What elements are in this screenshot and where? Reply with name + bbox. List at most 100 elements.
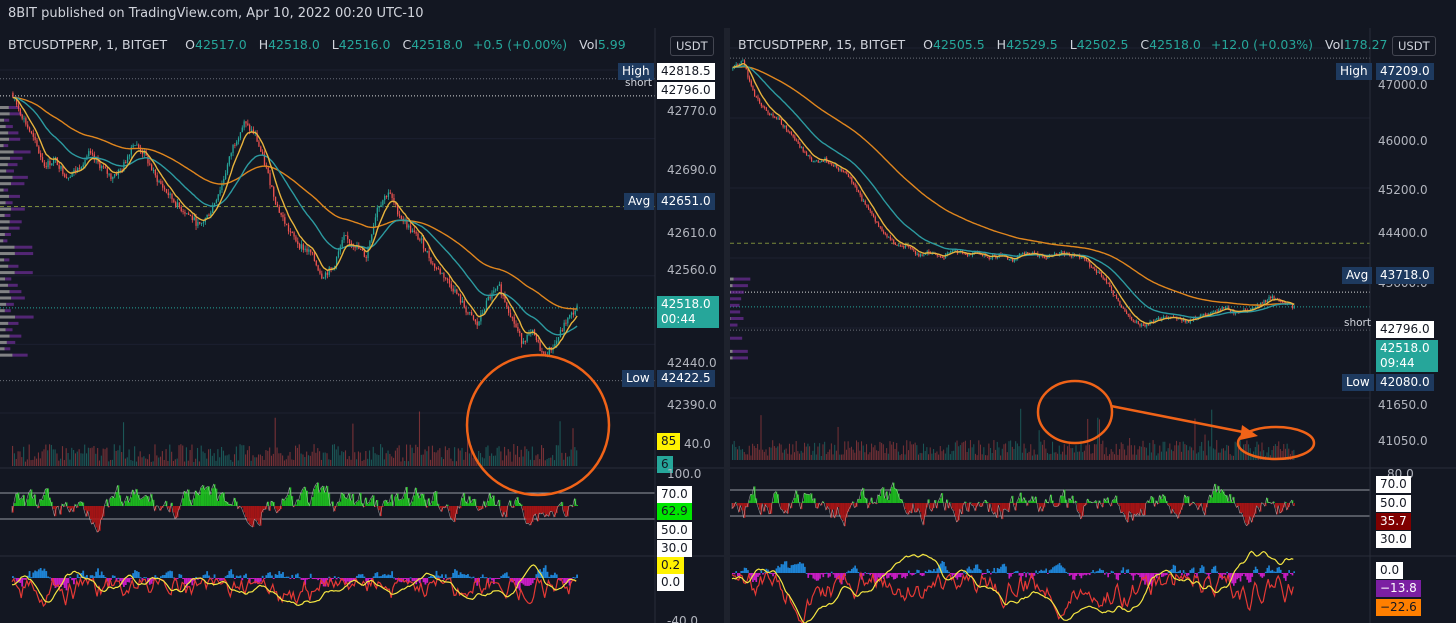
macd-histogram-bar: [783, 561, 786, 573]
macd-histogram-bar: [287, 576, 290, 578]
rsi-fill: [832, 503, 835, 510]
candle-body: [520, 333, 523, 344]
rsi-fill: [280, 506, 283, 510]
candle-body: [348, 239, 351, 244]
volume-bar: [998, 447, 1000, 460]
candle-body: [539, 341, 541, 352]
candle-body: [469, 312, 471, 314]
rsi-fill: [433, 492, 436, 506]
rsi-fill: [163, 505, 166, 506]
rsi-fill: [67, 506, 70, 509]
macd-histogram-bar: [526, 578, 529, 586]
candle-body: [89, 151, 92, 153]
rsi-fill: [41, 500, 44, 506]
macd-histogram-bar: [470, 577, 473, 579]
candle-body: [337, 251, 340, 257]
rsi-fill: [1139, 503, 1141, 516]
volume-profile-bar: [0, 213, 5, 217]
volume-profile-bar: [4, 258, 10, 262]
rsi-value-tag: 62.9: [657, 503, 692, 520]
volume-bar: [1135, 454, 1137, 460]
volume-bar: [1075, 445, 1077, 460]
currency-button[interactable]: USDT: [670, 36, 714, 56]
volume-bar: [206, 458, 208, 466]
rsi-fill: [909, 503, 912, 511]
volume-profile-bar: [0, 321, 9, 325]
macd-histogram-bar: [877, 573, 880, 578]
macd-histogram-bar: [907, 570, 910, 573]
macd-histogram-bar: [435, 570, 438, 578]
volume-bar: [221, 446, 223, 466]
candle-body: [1255, 307, 1257, 309]
volume-bar: [1159, 445, 1161, 460]
volume-profile-bar: [8, 131, 19, 135]
rsi-fill: [1239, 503, 1242, 514]
candle-body: [360, 248, 362, 250]
currency-button[interactable]: USDT: [1392, 36, 1436, 56]
macd-histogram-bar: [1109, 573, 1111, 574]
rsi-fill: [1269, 502, 1272, 503]
volume-bar: [69, 459, 71, 466]
volume-bar: [1192, 450, 1194, 460]
candle-body: [735, 64, 737, 66]
panel-divider[interactable]: [724, 28, 730, 623]
candle-body: [400, 215, 403, 219]
rsi-fill: [1129, 503, 1131, 512]
chart-panel-1m[interactable]: BTCUSDTPERP, 1, BITGET O42517.0 H42518.0…: [0, 28, 724, 623]
candle-body: [171, 193, 173, 200]
chart-canvas-1m[interactable]: [0, 28, 724, 623]
volume-bar: [1174, 445, 1176, 460]
candle-body: [1181, 319, 1183, 322]
rsi-fill: [259, 506, 262, 526]
candle-body: [32, 133, 34, 137]
volume-bar: [485, 447, 487, 466]
candle-body: [417, 233, 419, 240]
macd-histogram-bar: [1186, 573, 1188, 577]
macd-histogram-bar: [929, 570, 932, 573]
volume-bar: [1107, 455, 1109, 460]
rsi-fill: [235, 501, 238, 506]
volume-bar: [283, 460, 286, 466]
volume-bar: [738, 445, 740, 460]
rsi-fill: [1258, 503, 1260, 508]
candle-body: [941, 257, 943, 259]
volume-bar: [489, 455, 491, 466]
volume-bar: [191, 444, 193, 466]
rsi-fill: [923, 503, 925, 525]
candle-body: [1033, 252, 1036, 254]
volume-bar: [891, 444, 893, 460]
rsi-fill: [448, 506, 451, 511]
macd-histogram-bar: [319, 578, 321, 579]
rsi-fill: [844, 503, 846, 527]
macd-histogram-bar: [41, 570, 44, 578]
volume-bar: [1100, 443, 1102, 460]
chart-canvas-15m[interactable]: [730, 28, 1456, 623]
volume-bar: [513, 444, 515, 466]
volume-bar: [254, 457, 256, 466]
candle-body: [160, 181, 162, 184]
candle-body: [561, 330, 563, 332]
rsi-fill: [1033, 501, 1036, 503]
volume-bar: [1058, 445, 1060, 460]
rsi-fill: [978, 502, 980, 503]
volume-bar: [1018, 446, 1020, 460]
candle-body: [276, 204, 279, 207]
volume-profile-bar: [6, 169, 14, 173]
chart-panel-15m[interactable]: BTCUSDTPERP, 15, BITGET O42505.5 H42529.…: [730, 28, 1456, 623]
macd-histogram-bar: [54, 578, 57, 588]
legend-l-label: L: [1069, 37, 1077, 52]
macd-histogram-bar: [239, 575, 242, 578]
volume-bar: [1189, 446, 1191, 460]
macd-histogram-bar: [113, 575, 116, 578]
macd-histogram-bar: [228, 570, 231, 578]
macd-histogram-bar: [953, 573, 955, 576]
candle-body: [219, 190, 221, 195]
macd-histogram-bar: [1112, 571, 1115, 573]
candle-body: [374, 217, 377, 226]
high-label-tag: High: [618, 63, 654, 80]
macd-histogram-bar: [570, 578, 573, 580]
macd-histogram-bar: [1036, 572, 1039, 574]
volume-bar: [293, 459, 295, 466]
rsi-fill: [799, 502, 801, 503]
rsi-fill: [1172, 503, 1175, 510]
